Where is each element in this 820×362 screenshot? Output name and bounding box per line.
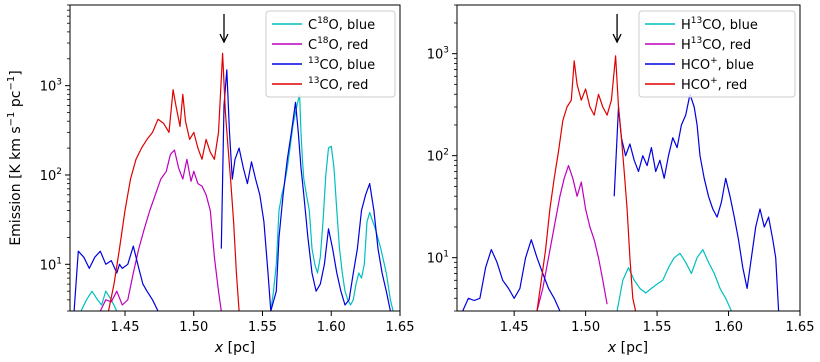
series-lines <box>73 52 394 311</box>
xtick-label: 1.60 <box>714 320 743 335</box>
series-line-2 <box>73 69 391 311</box>
ytick-100: 102 <box>40 167 70 184</box>
x-axis-label: x [pc] <box>214 340 255 356</box>
svg-text:103: 103 <box>40 78 62 95</box>
svg-text:102: 102 <box>427 148 449 165</box>
xtick-label: 1.55 <box>248 320 277 335</box>
legend-entry-13co-red: 13CO, red <box>272 76 368 93</box>
ytick-100: 102 <box>427 148 457 165</box>
legend: H13CO, blue H13CO, red HCO+, blue HCO+, … <box>638 10 796 98</box>
svg-text:13CO, red: 13CO, red <box>308 76 368 93</box>
xtick-label: 1.45 <box>111 320 140 335</box>
xtick-label: 1.50 <box>179 320 208 335</box>
xtick-label: 1.55 <box>643 320 672 335</box>
series-line-1 <box>536 165 608 311</box>
svg-text:H13CO, red: H13CO, red <box>681 36 751 53</box>
x-ticks: 1.45 1.50 1.55 1.60 1.65 <box>500 311 815 335</box>
xtick-label: 1.45 <box>500 320 529 335</box>
axes-frame <box>69 4 401 312</box>
arrow-annotation <box>612 14 622 44</box>
arrow-head <box>219 33 229 44</box>
axes-frame <box>456 4 801 312</box>
legend-entry-hco-red: HCO+, red <box>645 76 747 93</box>
y-ticks: 101 102 103 <box>427 4 457 312</box>
y-axis-label: Emission [K km s−1 pc−1] <box>6 70 24 245</box>
xtick-label: 1.65 <box>386 320 415 335</box>
svg-text:101: 101 <box>427 250 449 267</box>
legend-entry-13co-blue: 13CO, blue <box>272 56 375 73</box>
svg-text:103: 103 <box>427 46 449 63</box>
legend-entry-c18o-blue: C18O, blue <box>272 16 375 33</box>
arrow-head <box>612 33 622 44</box>
legend-entry-hco-blue: HCO+, blue <box>645 56 754 73</box>
svg-text:HCO+, blue: HCO+, blue <box>681 56 754 73</box>
series-line-3 <box>107 52 240 311</box>
x-axis-label: x [pc] <box>607 340 648 356</box>
legend-entry-h13co-blue: H13CO, blue <box>645 16 758 33</box>
series-line-3 <box>536 55 637 311</box>
ytick-10: 101 <box>40 256 70 273</box>
series-lines <box>462 55 780 311</box>
arrow-annotation <box>219 14 229 44</box>
svg-text:H13CO, blue: H13CO, blue <box>681 16 758 33</box>
legend: C18O, blue C18O, red 13CO, blue 13CO, re… <box>265 10 396 98</box>
svg-text:C18O, blue: C18O, blue <box>308 16 375 33</box>
svg-text:102: 102 <box>40 167 62 184</box>
xtick-label: 1.60 <box>317 320 346 335</box>
legend-entry-h13co-red: H13CO, red <box>645 36 751 53</box>
ytick-1000: 103 <box>40 78 70 95</box>
xtick-label: 1.50 <box>571 320 600 335</box>
svg-text:HCO+, red: HCO+, red <box>681 76 747 93</box>
xtick-label: 1.65 <box>786 320 815 335</box>
series-line-0 <box>616 249 732 311</box>
ytick-10: 101 <box>427 250 457 267</box>
ytick-1000: 103 <box>427 46 457 63</box>
panel-right: 1.45 1.50 1.55 1.60 1.65 101 102 103 x [pc] … <box>427 4 815 356</box>
series-line-0 <box>80 93 394 311</box>
series-line-2 <box>462 93 780 311</box>
panel-left: 1.45 1.50 1.55 1.60 1.65 101 102 103 x [pc] … <box>6 4 415 356</box>
legend-entry-c18o-red: C18O, red <box>272 36 368 53</box>
y-ticks: 101 102 103 <box>40 4 70 312</box>
svg-text:C18O, red: C18O, red <box>308 36 368 53</box>
svg-text:101: 101 <box>40 256 62 273</box>
x-ticks: 1.45 1.50 1.55 1.60 1.65 <box>111 311 415 335</box>
svg-text:13CO, blue: 13CO, blue <box>308 56 375 73</box>
series-line-1 <box>99 149 222 311</box>
